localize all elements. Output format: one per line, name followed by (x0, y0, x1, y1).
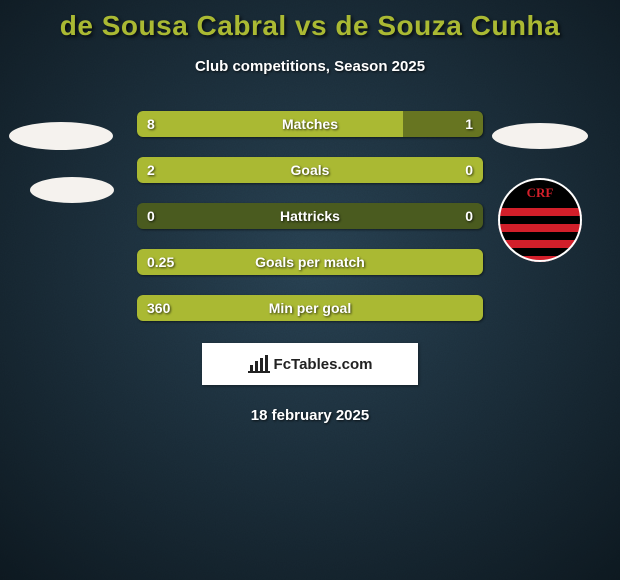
stat-bar-label: Goals (137, 157, 483, 183)
source-badge-text: FcTables.com (274, 356, 373, 373)
stat-bar-label: Min per goal (137, 295, 483, 321)
comparison-title: de Sousa Cabral vs de Souza Cunha (0, 0, 620, 42)
stat-bars: 81Matches 20Goals 00Hattricks 0.25Goals per… (0, 111, 620, 321)
stat-bar-label: Hattricks (137, 203, 483, 229)
stat-bar-label: Goals per match (137, 249, 483, 275)
source-badge: FcTables.com (202, 343, 418, 385)
stat-bar-row: 360Min per goal (137, 295, 483, 321)
stat-bar-row: 0.25Goals per match (137, 249, 483, 275)
subtitle: Club competitions, Season 2025 (0, 58, 620, 75)
stat-bar-label: Matches (137, 111, 483, 137)
date-label: 18 february 2025 (0, 407, 620, 424)
stat-bar-row: 00Hattricks (137, 203, 483, 229)
stat-bar-row: 20Goals (137, 157, 483, 183)
stat-bar-row: 81Matches (137, 111, 483, 137)
chart-icon (248, 355, 270, 373)
